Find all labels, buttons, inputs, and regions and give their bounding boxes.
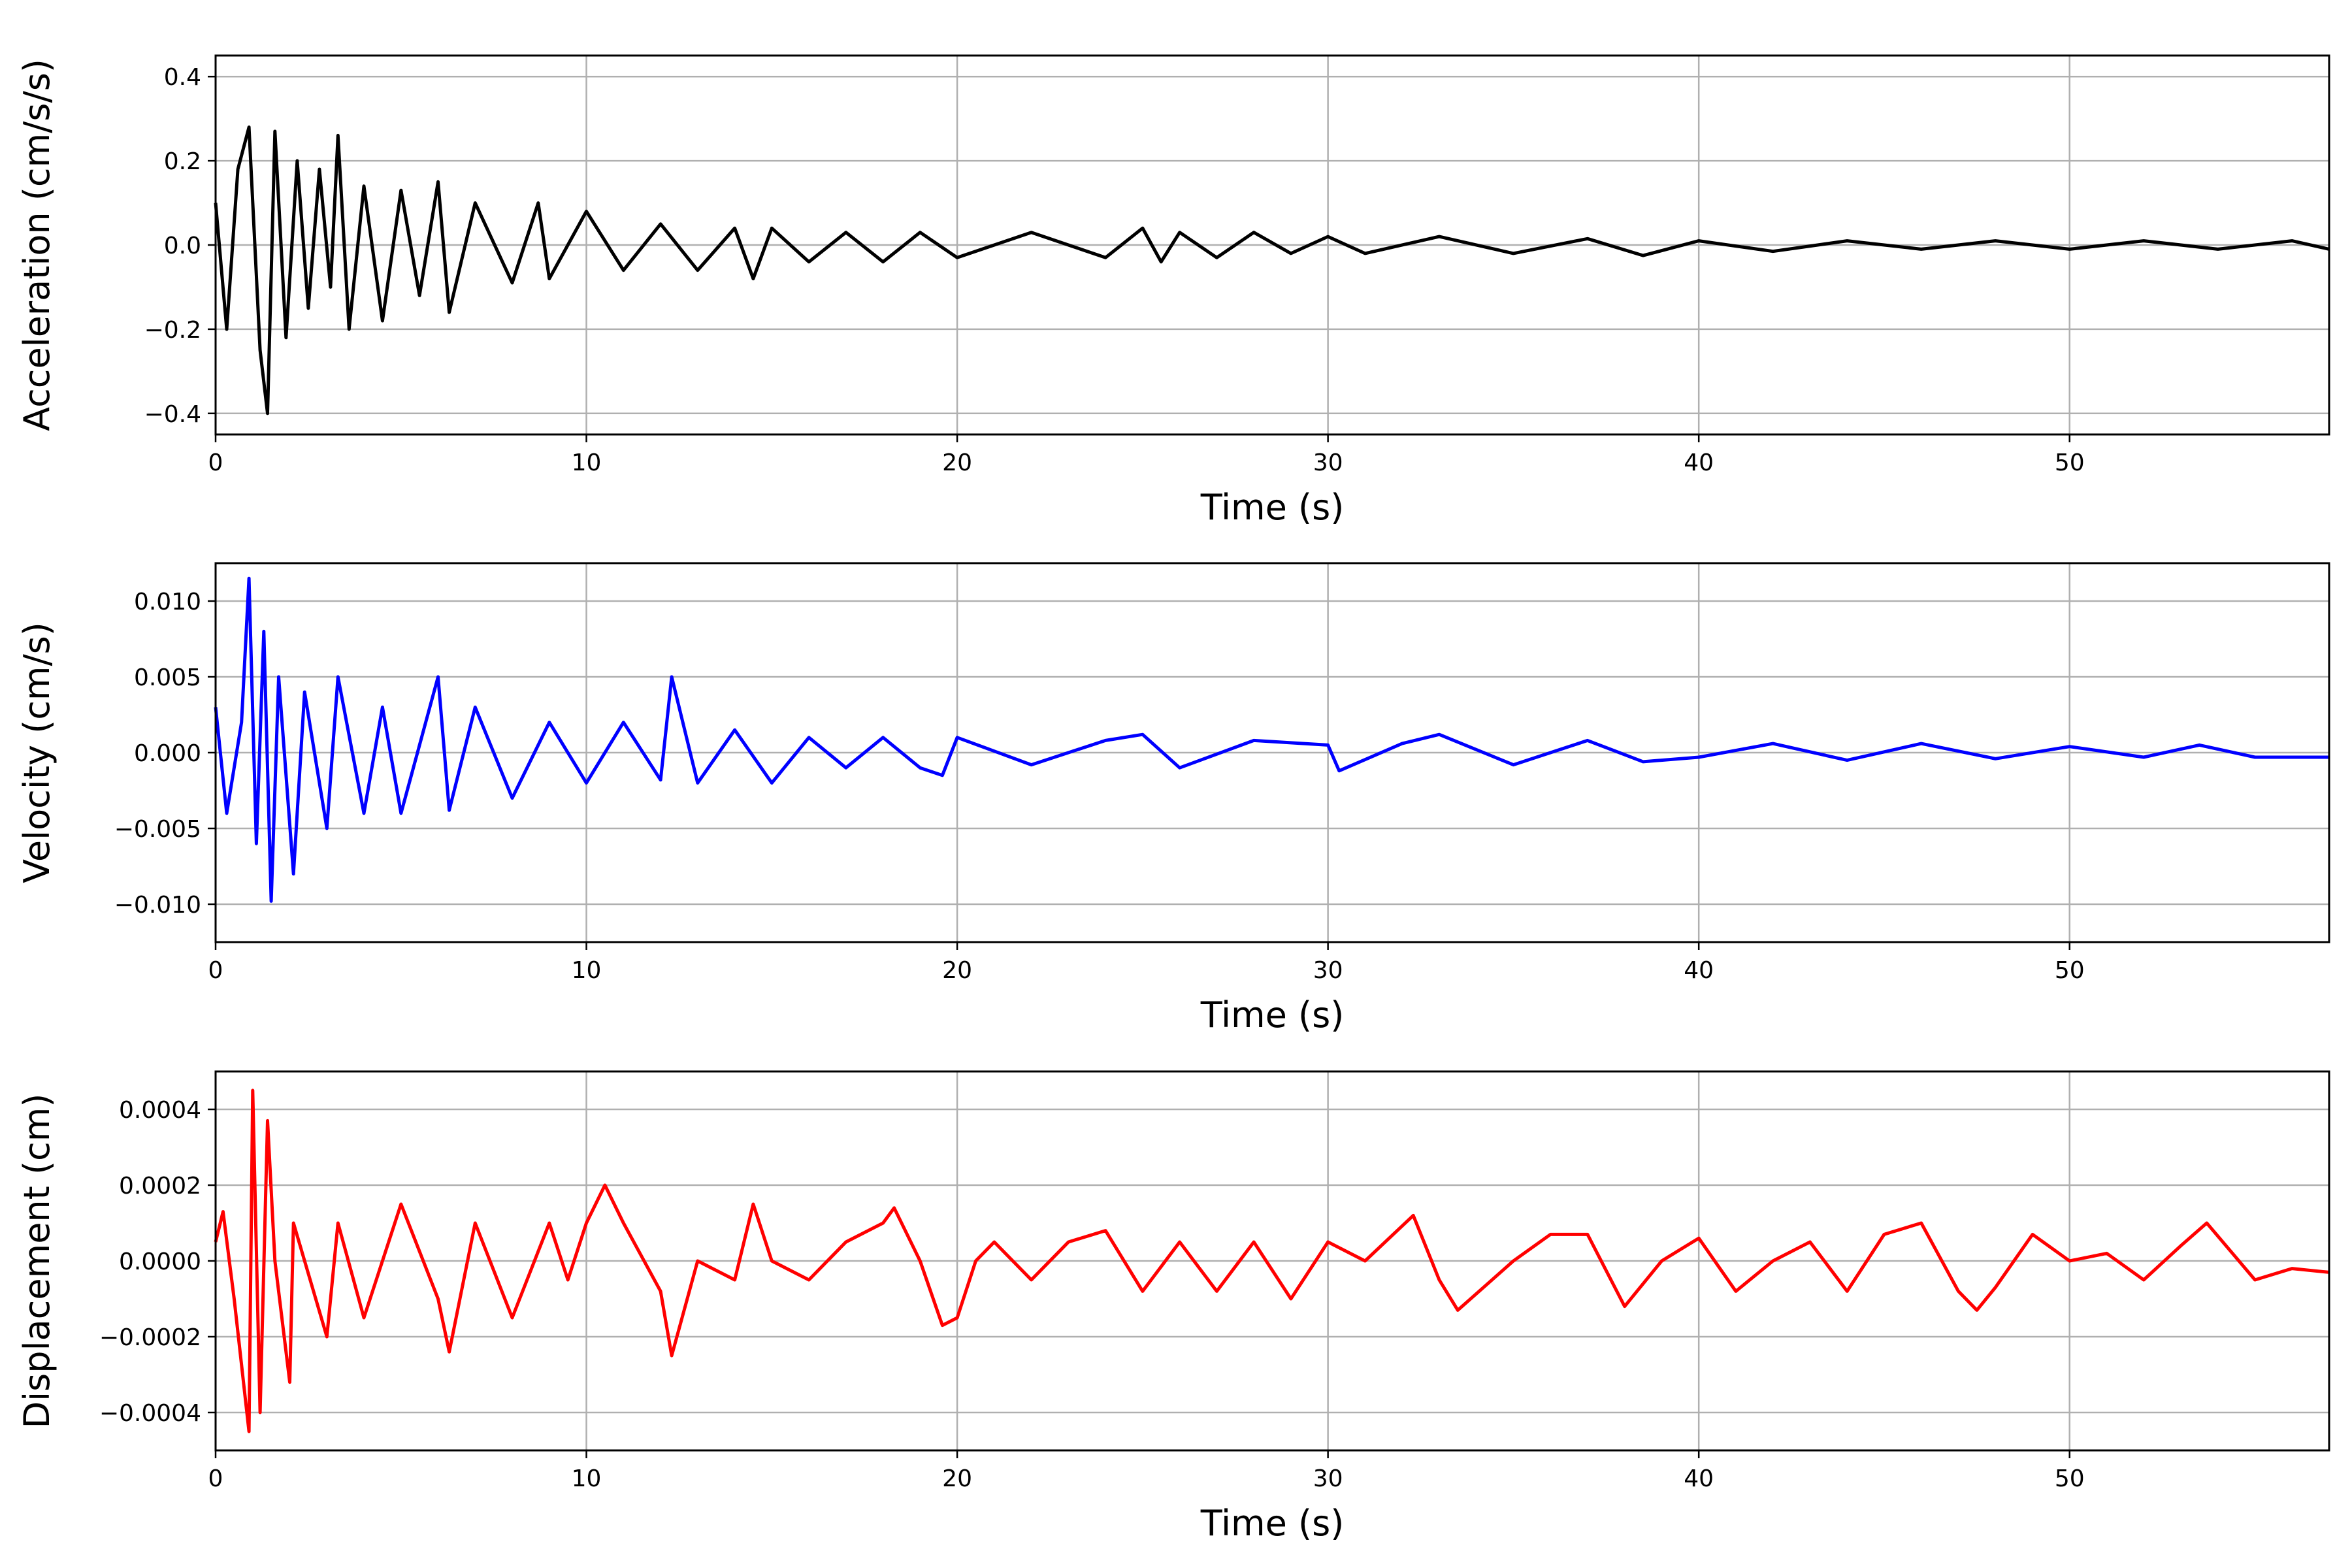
y-tick-group: −0.0004 −0.0002 0.0000 0.0002 0.0004 (99, 1097, 216, 1427)
y-tick-label: 0.0000 (119, 1249, 201, 1275)
x-tick-label: 10 (572, 957, 602, 984)
y-tick-label: −0.0002 (99, 1324, 201, 1351)
x-axis-label: Time (s) (1200, 487, 1345, 528)
x-tick-label: 30 (1313, 1465, 1343, 1492)
y-tick-label: 0.0 (164, 233, 201, 259)
displacement-panel: 0 10 20 30 40 50 −0.0004 −0.0002 0.0000 0.0002 0.… (16, 1070, 2330, 1544)
y-tick-label: −0.0004 (99, 1400, 201, 1427)
x-tick-label: 0 (208, 449, 223, 476)
x-tick-group: 0 10 20 30 40 50 (208, 942, 2085, 984)
x-tick-label: 40 (1684, 1465, 1714, 1492)
y-tick-label: 0.005 (134, 664, 201, 691)
y-tick-label: −0.2 (144, 317, 201, 344)
series-group (214, 125, 2330, 416)
series-line (214, 576, 2329, 903)
velocity-panel: 0 10 20 30 40 50 −0.010−0.0050.0000.0050.010 … (16, 562, 2330, 1036)
y-tick-label: 0.0004 (119, 1097, 201, 1124)
x-tick-label: 20 (942, 957, 972, 984)
y-tick-label: −0.005 (114, 816, 201, 843)
y-tick-label: −0.4 (144, 401, 201, 428)
series-group (214, 576, 2329, 903)
x-tick-label: 10 (572, 1465, 602, 1492)
y-tick-label: 0.000 (134, 740, 201, 767)
x-tick-label: 0 (208, 957, 223, 984)
x-axis-label: Time (s) (1200, 994, 1345, 1036)
x-tick-label: 40 (1684, 957, 1714, 984)
y-tick-label: 0.0002 (119, 1173, 201, 1200)
y-tick-label: 0.2 (164, 148, 201, 175)
x-tick-label: 30 (1313, 957, 1343, 984)
x-tick-label: 0 (208, 1465, 223, 1492)
y-tick-group: −0.4 −0.2 0.0 0.2 0.4 (144, 64, 216, 428)
y-axis-label: Acceleration (cm/s/s) (16, 59, 57, 431)
y-tick-label: −0.010 (114, 892, 201, 919)
y-tick-label: 0.010 (134, 589, 201, 615)
y-tick-label: 0.4 (164, 64, 201, 91)
series-line (214, 1088, 2330, 1433)
x-axis-label: Time (s) (1200, 1503, 1345, 1544)
x-tick-group: 0 10 20 30 40 50 (208, 1450, 2085, 1492)
x-tick-label: 20 (942, 1465, 972, 1492)
x-tick-label: 40 (1684, 449, 1714, 476)
x-tick-group: 0 10 20 30 40 50 (208, 434, 2085, 476)
x-tick-label: 20 (942, 449, 972, 476)
y-tick-group: −0.010 −0.005 0.000 0.005 0.010 (114, 589, 216, 919)
x-tick-label: 30 (1313, 449, 1343, 476)
x-tick-label: 50 (2055, 1465, 2085, 1492)
x-tick-label: 50 (2055, 449, 2085, 476)
series-line (214, 125, 2330, 416)
y-axis-label: Velocity (cm/s) (16, 622, 57, 883)
y-axis-label: Displacement (cm) (16, 1094, 57, 1429)
x-tick-label: 50 (2055, 957, 2085, 984)
acceleration-panel: 0 10 20 30 40 50 −0.4 −0.2 0.0 0.2 0.4 Time (s) A… (16, 54, 2330, 528)
series-group (214, 1088, 2330, 1433)
x-tick-label: 10 (572, 449, 602, 476)
